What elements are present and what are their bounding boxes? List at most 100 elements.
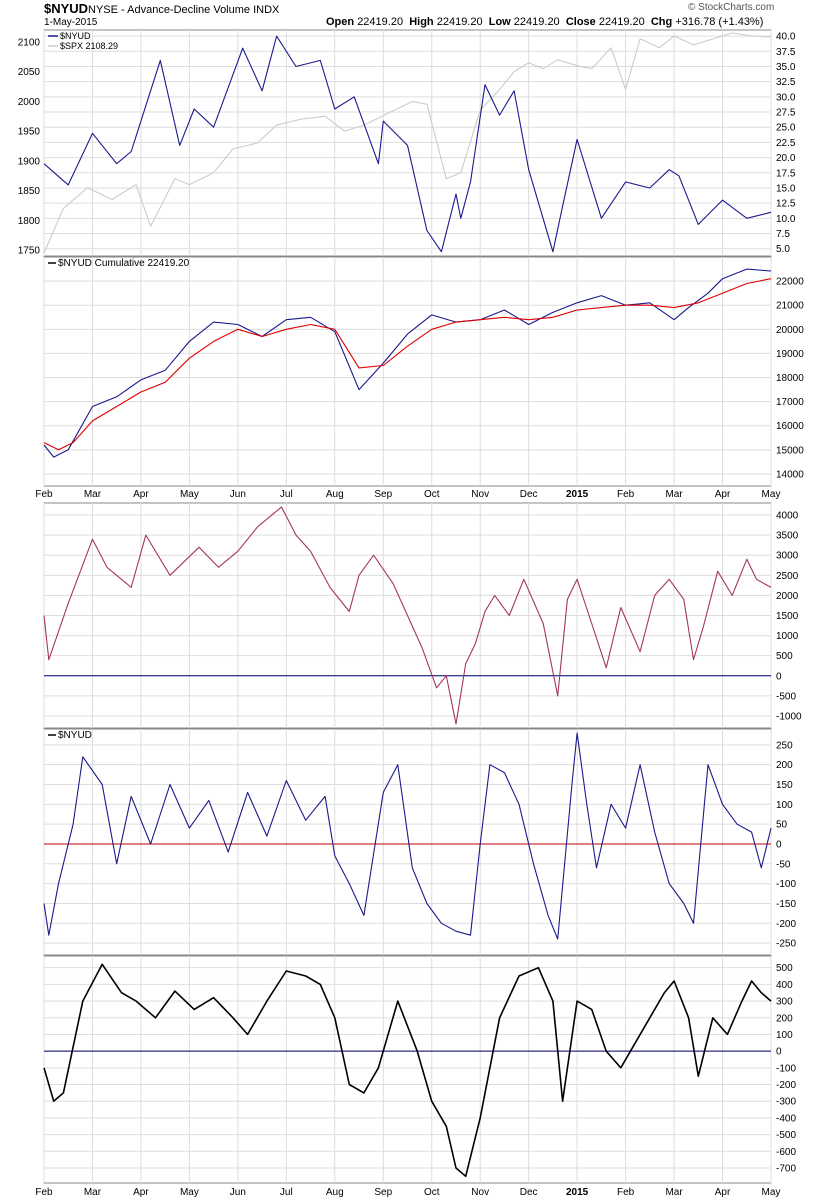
right-tick-label: 18000 [776,373,804,384]
right-tick-label: 35.0 [776,62,796,73]
right-tick-label: 2000 [776,591,799,602]
right-tick-label: 17000 [776,397,804,408]
panel-oscillator-2 [43,728,772,956]
x-tick-label: Oct [424,1187,440,1198]
right-tick-label: -150 [776,899,796,910]
open-label: Open [326,16,355,28]
right-tick-label: 100 [776,1030,793,1041]
open-value: 22419.20 [357,16,404,28]
change-value: +316.78 (+1.43%) [675,16,764,28]
x-tick-label: Feb [35,1187,53,1198]
x-tick-label: Sep [374,1187,392,1198]
right-tick-label: 27.5 [776,108,796,119]
right-tick-label: 19000 [776,349,804,360]
right-tick-label: 20000 [776,325,804,336]
series-line-unnamed [43,506,772,725]
right-tick-label: 17.5 [776,168,796,179]
close-value: 22419.20 [598,16,645,28]
right-tick-label: 1500 [776,611,799,622]
right-tick-label: 50 [776,820,788,831]
right-tick-label: 30.0 [776,92,796,103]
left-tick-label: 1750 [18,246,41,257]
x-tick-label: Sep [374,489,392,500]
right-tick-label: 32.5 [776,77,796,88]
chart-header: $NYUD NYSE - Advance-Decline Volume INDX… [0,0,820,30]
x-tick-label: May [180,489,199,500]
series-line-moving-average [43,278,772,451]
right-tick-label: 5.0 [776,244,790,255]
x-tick-label: Apr [133,1187,149,1198]
right-tick-label: 150 [776,780,793,791]
right-tick-label: -50 [776,859,791,870]
right-tick-label: 2500 [776,571,799,582]
right-tick-label: 40.0 [776,32,796,43]
right-tick-label: 15000 [776,445,804,456]
panel-oscillator-3 [43,955,772,1184]
x-tick-label: Dec [520,489,538,500]
left-tick-label: 1900 [18,156,41,167]
panel-cumulative [43,256,772,487]
symbol-name: NYSE - Advance-Decline Volume INDX [88,4,280,16]
right-tick-label: -400 [776,1113,796,1124]
x-tick-label: May [762,1187,781,1198]
high-label: High [409,16,434,28]
low-value: 22419.20 [513,16,560,28]
x-tick-label: May [180,1187,199,1198]
x-tick-label: Mar [665,489,683,500]
x-tick-label: Jun [230,1187,246,1198]
left-tick-label: 2100 [18,37,41,48]
right-tick-label: 20.0 [776,153,796,164]
right-tick-label: 4000 [776,511,799,522]
x-tick-label: Aug [326,1187,344,1198]
panel-frame-oscillator-2 [43,728,772,956]
low-label: Low [488,16,511,28]
right-tick-label: 25.0 [776,123,796,134]
series-line--nyud [43,35,772,253]
x-tick-label: Mar [665,1187,683,1198]
series-line--nyud [43,732,772,940]
legend-entry: $SPX 2108.29 [60,41,118,51]
stockcharts-logo: © StockCharts.com [688,2,775,13]
right-tick-label: -200 [776,1080,796,1091]
right-tick-label: 250 [776,740,793,751]
right-tick-label: 0 [776,1047,782,1058]
right-tick-label: 500 [776,963,793,974]
right-tick-label: 500 [776,651,793,662]
left-tick-label: 1850 [18,186,41,197]
change-label: Chg [650,16,673,28]
panel-frame-oscillator-3 [43,955,772,1184]
x-tick-label: Nov [471,489,489,500]
legend-entry: $NYUD Cumulative 22419.20 [58,258,190,269]
series-line-unnamed [43,963,772,1178]
x-tick-label: Apr [715,489,731,500]
x-tick-label: Feb [617,489,635,500]
x-tick-label: Jul [280,489,293,500]
x-tick-label: Apr [715,1187,731,1198]
x-tick-label: Apr [133,489,149,500]
right-tick-label: 1000 [776,631,799,642]
left-tick-label: 1800 [18,216,41,227]
right-tick-label: 22.5 [776,138,796,149]
high-value: 22419.20 [436,16,483,28]
x-tick-label: Nov [471,1187,489,1198]
ohlc-readout: Open 22419.20 High 22419.20 Low 22419.20… [326,16,763,28]
left-tick-label: 2000 [18,97,41,108]
right-tick-label: -250 [776,939,796,950]
x-tick-label: Dec [520,1187,538,1198]
close-label: Close [565,16,596,28]
right-tick-label: -300 [776,1097,796,1108]
right-tick-label: 22000 [776,277,804,288]
quote-date: 1-May-2015 [44,17,98,28]
x-tick-label: Mar [84,1187,102,1198]
right-tick-label: -100 [776,879,796,890]
right-tick-label: 0 [776,839,782,850]
x-tick-label: Feb [35,489,53,500]
right-tick-label: 3500 [776,531,799,542]
panel-oscillator-1 [43,502,772,729]
x-tick-label: Oct [424,489,440,500]
right-tick-label: -500 [776,691,796,702]
right-tick-label: -100 [776,1063,796,1074]
symbol-title: $NYUD [44,1,89,16]
right-tick-label: 7.5 [776,229,790,240]
